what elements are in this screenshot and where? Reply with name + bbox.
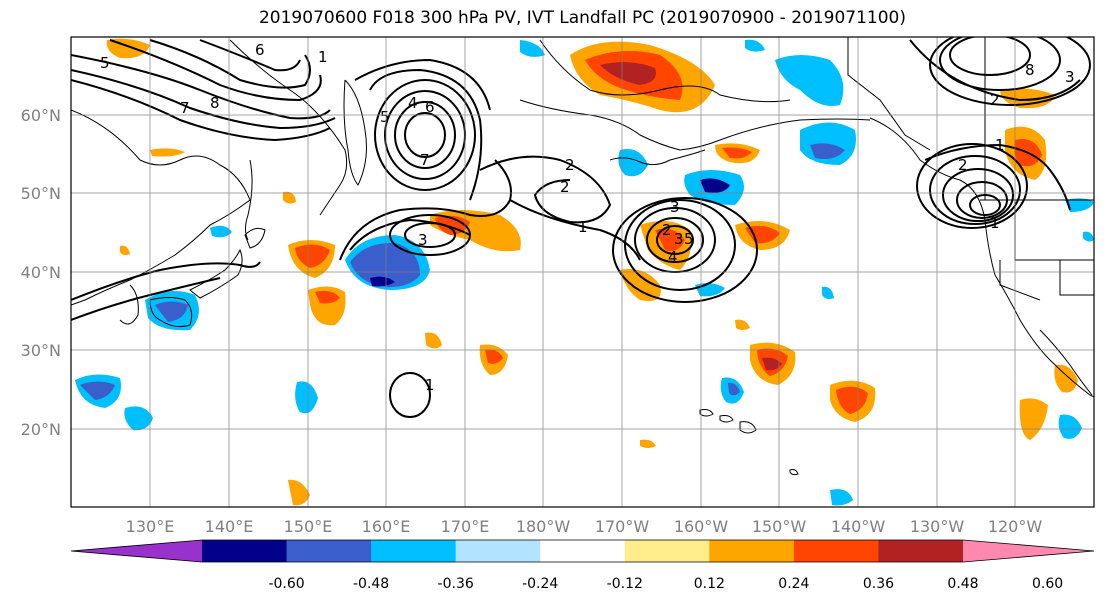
colorbar: -0.60 -0.48 -0.36 -0.24 -0.12 0.12 0.24 0.36 0.4… [70, 539, 1095, 592]
contour-label: 2 [560, 178, 570, 196]
pv-contours [71, 37, 1091, 418]
contour-label: 8 [1025, 61, 1035, 79]
colorbar-swatch [455, 540, 541, 562]
contour-label: 4 [408, 94, 418, 112]
colorbar-swatch [878, 540, 964, 562]
lon-label: 160°E [362, 517, 411, 536]
contour-label: 5 [380, 108, 390, 126]
contour-label: 2 [958, 156, 968, 174]
map-frame [70, 36, 1095, 508]
lat-label: 20°N [21, 420, 61, 439]
lon-label: 140°W [831, 517, 886, 536]
contour-label: 3 [418, 231, 428, 249]
lon-label: 130°E [126, 517, 175, 536]
contour-label: 5 [100, 54, 110, 72]
latitude-labels: 60°N 50°N 40°N 30°N 20°N [21, 106, 61, 439]
contour-label: 1 [578, 218, 588, 236]
longitude-labels: 130°E 140°E 150°E 160°E 170°E 180°W 170°… [126, 517, 1043, 536]
contour-label: 2 [662, 221, 672, 239]
lat-label: 40°N [21, 263, 61, 282]
lon-label: 120°W [988, 517, 1043, 536]
colorbar-tick-label: 0.60 [1032, 576, 1063, 592]
lon-label: 170°W [595, 517, 650, 536]
contour-label: 7 [420, 151, 430, 169]
lon-label: 180°W [516, 517, 571, 536]
colorbar-swatch [709, 540, 795, 562]
colorbar-extend-high [963, 540, 1094, 562]
contour-label: 4 [668, 248, 678, 266]
lon-label: 160°W [674, 517, 729, 536]
contour-label: 2 [565, 156, 575, 174]
contour-label: 1 [990, 214, 1000, 232]
contour-label: 3 [674, 230, 684, 248]
colorbar-extend-low [71, 540, 202, 562]
lon-label: 150°W [752, 517, 807, 536]
colorbar-outline [70, 539, 1095, 563]
contour-label: 2 [990, 91, 1000, 109]
colorbar-tick-label: 0.48 [947, 576, 978, 592]
contour-label: 5 [684, 230, 694, 248]
lat-label: 50°N [21, 184, 61, 203]
contour-label-group: 6 1 5 8 7 4 5 6 7 3 2 2 1 3 4 5 2 3 1 8 … [100, 41, 1075, 394]
shaded-anomalies [75, 38, 1094, 506]
contour-label: 1 [318, 48, 328, 66]
lon-label: 140°E [205, 517, 254, 536]
colorbar-tick-label: 0.24 [778, 576, 809, 592]
colorbar-tick-label: -0.12 [607, 576, 643, 592]
colorbar-swatch [286, 540, 372, 562]
colorbar-tick-label: -0.48 [353, 576, 389, 592]
contour-label: 3 [670, 198, 680, 216]
colorbar-swatch [371, 540, 457, 562]
lat-label: 60°N [21, 106, 61, 125]
colorbar-swatch [202, 540, 288, 562]
lon-label: 130°W [910, 517, 965, 536]
colorbar-swatch [793, 540, 879, 562]
colorbar-tick-label: -0.36 [438, 576, 474, 592]
map-plot-area: 6 1 5 8 7 4 5 6 7 3 2 2 1 3 4 5 2 3 1 8 … [71, 37, 1094, 507]
colorbar-tick-label: -0.60 [268, 576, 304, 592]
colorbar-swatch [624, 540, 710, 562]
contour-label: 7 [180, 99, 190, 117]
lon-label: 150°E [284, 517, 333, 536]
colorbar-swatch [540, 540, 626, 562]
contour-label: 6 [425, 98, 435, 116]
contour-label: 8 [210, 94, 220, 112]
contour-label: 6 [255, 41, 265, 59]
map-title: 2019070600 F018 300 hPa PV, IVT Landfall… [258, 8, 906, 28]
colorbar-tick-label: 0.36 [863, 576, 894, 592]
lat-label: 30°N [21, 341, 61, 360]
contour-label: 1 [425, 376, 435, 394]
colorbar-tick-label: -0.24 [522, 576, 558, 592]
lon-label: 170°E [441, 517, 490, 536]
contour-label: 1 [995, 136, 1005, 154]
contour-label: 3 [1065, 68, 1075, 86]
colorbar-tick-label: 0.12 [694, 576, 725, 592]
gridlines [71, 37, 1094, 507]
